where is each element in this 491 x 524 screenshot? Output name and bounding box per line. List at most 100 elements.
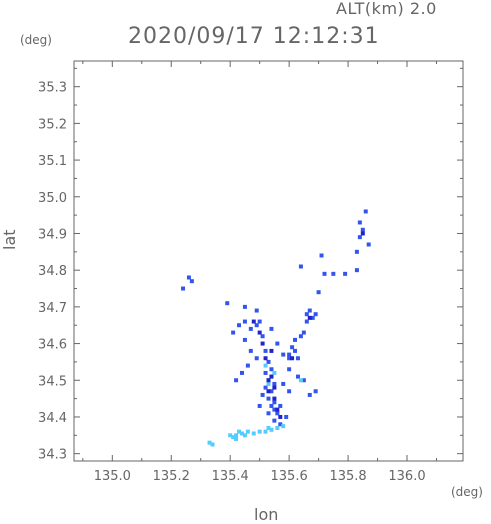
echo-point-series-1 bbox=[231, 435, 236, 440]
echo-point-series-0 bbox=[278, 403, 283, 408]
echo-point-series-1 bbox=[237, 429, 242, 434]
echo-point-series-0 bbox=[263, 348, 268, 353]
echo-point-series-2 bbox=[272, 396, 277, 401]
echo-point-series-0 bbox=[269, 326, 274, 331]
x-tick-label: 135.0 bbox=[94, 469, 131, 484]
echo-point-series-1 bbox=[281, 424, 286, 429]
echo-point-series-0 bbox=[181, 286, 186, 291]
echo-point-series-0 bbox=[248, 326, 253, 331]
echo-point-series-1 bbox=[234, 436, 239, 441]
echo-point-series-0 bbox=[319, 253, 324, 258]
echo-point-series-0 bbox=[269, 389, 274, 394]
x-tick-label: 135.2 bbox=[153, 469, 190, 484]
echo-point-series-0 bbox=[343, 271, 348, 276]
echo-point-series-0 bbox=[269, 367, 274, 372]
echo-point-series-0 bbox=[254, 356, 259, 361]
echo-point-series-2 bbox=[275, 407, 280, 412]
echo-point-series-1 bbox=[207, 440, 212, 445]
echo-point-series-0 bbox=[357, 220, 362, 225]
echo-point-series-1 bbox=[275, 425, 280, 430]
y-tick-label: 35.1 bbox=[38, 154, 67, 169]
echo-point-series-0 bbox=[287, 389, 292, 394]
echo-point-series-0 bbox=[298, 334, 303, 339]
echo-point-series-0 bbox=[363, 209, 368, 214]
echo-point-series-0 bbox=[307, 392, 312, 397]
echo-point-series-0 bbox=[254, 308, 259, 313]
y-tick-label: 34.7 bbox=[38, 301, 67, 316]
x-tick-label: 136.0 bbox=[388, 469, 425, 484]
echo-point-series-0 bbox=[186, 275, 191, 280]
echo-point-series-0 bbox=[242, 319, 247, 324]
echo-point-series-2 bbox=[266, 389, 271, 394]
echo-point-series-1 bbox=[266, 381, 271, 386]
altitude-label: ALT(km) 2.0 bbox=[336, 0, 437, 18]
echo-point-series-0 bbox=[278, 422, 283, 427]
y-tick-label: 34.9 bbox=[38, 227, 67, 242]
echo-point-series-0 bbox=[225, 301, 230, 306]
echo-point-series-0 bbox=[189, 279, 194, 284]
y-tick-label: 34.5 bbox=[38, 374, 67, 389]
echo-point-series-0 bbox=[281, 381, 286, 386]
echo-point-series-1 bbox=[251, 431, 256, 436]
echo-point-series-1 bbox=[263, 363, 268, 368]
echo-point-series-2 bbox=[272, 385, 277, 390]
echo-point-series-0 bbox=[245, 363, 250, 368]
y-tick-label: 34.4 bbox=[38, 411, 67, 426]
echo-point-series-0 bbox=[304, 312, 309, 317]
echo-point-series-0 bbox=[254, 323, 259, 328]
echo-point-series-1 bbox=[272, 370, 277, 375]
echo-point-series-0 bbox=[295, 374, 300, 379]
echo-point-series-0 bbox=[287, 356, 292, 361]
echo-point-series-0 bbox=[269, 403, 274, 408]
echo-point-series-0 bbox=[266, 396, 271, 401]
echo-point-series-0 bbox=[242, 337, 247, 342]
echo-point-series-0 bbox=[354, 268, 359, 273]
echo-point-series-0 bbox=[231, 330, 236, 335]
echo-point-series-1 bbox=[242, 433, 247, 438]
echo-point-series-0 bbox=[260, 392, 265, 397]
echo-point-series-0 bbox=[290, 345, 295, 350]
echo-point-series-0 bbox=[298, 264, 303, 269]
echo-point-series-0 bbox=[260, 334, 265, 339]
echo-point-series-1 bbox=[210, 442, 215, 447]
echo-point-series-0 bbox=[331, 271, 336, 276]
echo-point-series-2 bbox=[266, 378, 271, 383]
echo-point-series-1 bbox=[234, 433, 239, 438]
echo-point-series-2 bbox=[263, 356, 268, 361]
y-tick-label: 35.2 bbox=[38, 117, 67, 132]
echo-point-series-0 bbox=[234, 378, 239, 383]
echo-point-series-1 bbox=[228, 433, 233, 438]
echo-point-series-0 bbox=[313, 389, 318, 394]
echo-point-series-0 bbox=[295, 356, 300, 361]
echo-point-series-0 bbox=[272, 381, 277, 386]
echo-point-series-0 bbox=[275, 341, 280, 346]
echo-point-series-0 bbox=[366, 242, 371, 247]
echo-point-series-0 bbox=[257, 403, 262, 408]
tick-labels: 135.0 135.2 135.4 135.6 135.8 136.0 34.3 34.4 34… bbox=[38, 81, 426, 484]
echo-point-series-0 bbox=[287, 352, 292, 357]
echo-point-series-0 bbox=[307, 308, 312, 313]
echo-point-series-0 bbox=[310, 315, 315, 320]
echo-point-series-0 bbox=[293, 337, 298, 342]
echo-point-series-0 bbox=[248, 348, 253, 353]
x-axis-label: lon bbox=[254, 505, 279, 524]
echo-point-series-1 bbox=[269, 427, 274, 432]
echo-point-series-0 bbox=[263, 370, 268, 375]
y-tick-label: 34.3 bbox=[38, 448, 67, 463]
echo-point-series-0 bbox=[281, 352, 286, 357]
echo-point-series-1 bbox=[257, 429, 262, 434]
echo-point-series-1 bbox=[266, 425, 271, 430]
echo-point-series-0 bbox=[237, 323, 242, 328]
echo-point-series-2 bbox=[269, 348, 274, 353]
y-tick-label: 34.8 bbox=[38, 264, 67, 279]
echo-point-series-0 bbox=[284, 414, 289, 419]
echo-point-series-2 bbox=[269, 374, 274, 379]
y-tick-label: 35.3 bbox=[38, 81, 67, 96]
y-axis-unit: (deg) bbox=[20, 33, 52, 47]
echo-point-series-0 bbox=[272, 418, 277, 423]
y-tick-label: 35.0 bbox=[38, 191, 67, 206]
echo-point-series-0 bbox=[301, 378, 306, 383]
echo-point-series-0 bbox=[257, 319, 262, 324]
echo-point-series-0 bbox=[316, 290, 321, 295]
